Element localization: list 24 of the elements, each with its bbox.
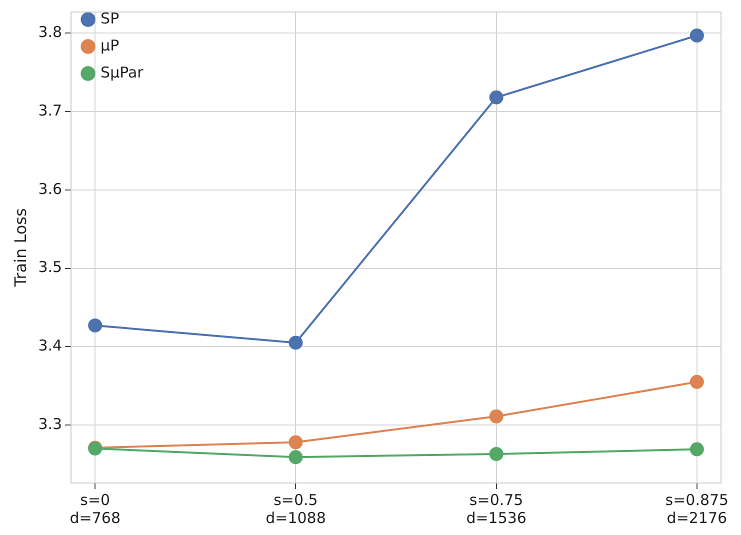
point: [489, 447, 504, 462]
y-tick-label: 3.5: [38, 258, 62, 276]
point: [288, 435, 303, 450]
legend-label: μP: [100, 36, 120, 54]
point: [690, 28, 704, 43]
y-tick-label: 3.3: [38, 414, 62, 433]
point: [690, 374, 704, 389]
y-tick-label: 3.4: [38, 336, 62, 355]
y-tick-label: 3.8: [38, 23, 62, 42]
y-tick-label: 3.7: [38, 101, 62, 120]
legend-label: SP: [100, 9, 120, 28]
y-tick-label: 3.6: [38, 180, 62, 198]
x-tick-label: s=0.875 d=2176: [665, 490, 729, 527]
point: [288, 336, 303, 350]
y-axis-title: Train Loss: [10, 208, 30, 288]
x-tick-label: s=0.75 d=1536: [466, 490, 526, 527]
point: [690, 442, 704, 456]
legend-label: SμPar: [100, 63, 144, 82]
x-tick-label: s=0.5 d=1088: [266, 490, 326, 527]
point: [489, 409, 504, 424]
point: [489, 90, 504, 104]
point: [288, 450, 303, 464]
point: [88, 318, 102, 332]
x-tick-label: s=0 d=768: [70, 490, 120, 527]
